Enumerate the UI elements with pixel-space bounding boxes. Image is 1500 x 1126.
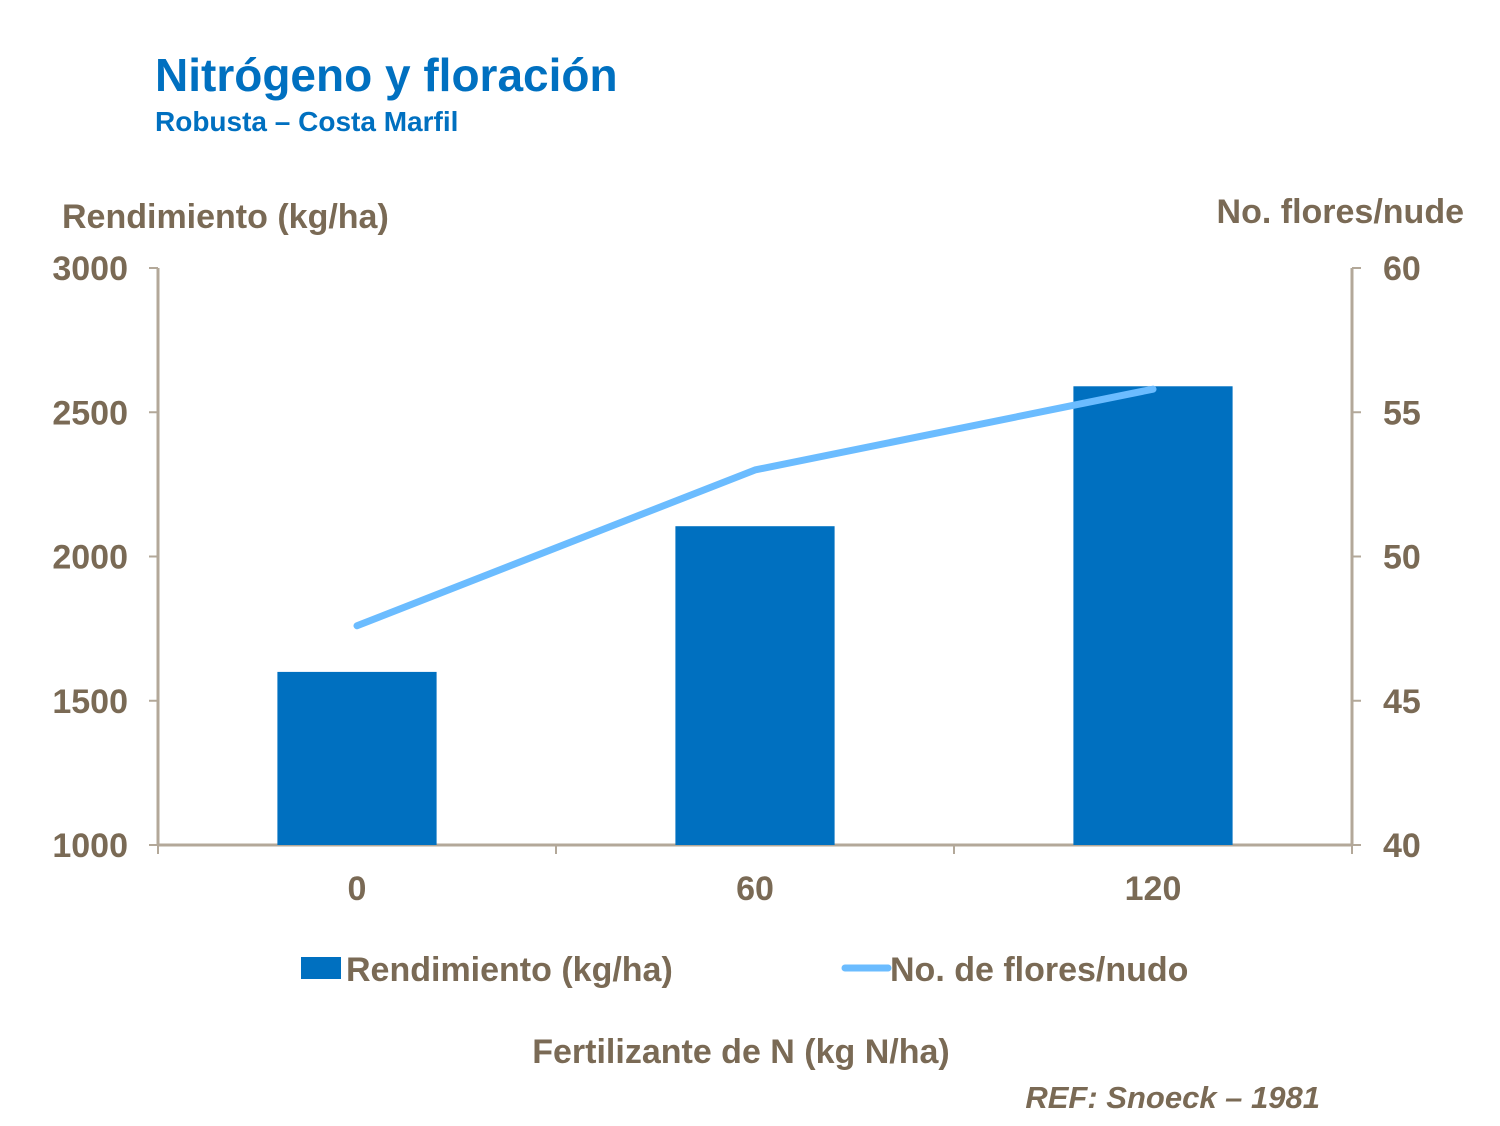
- x-tick-label: 120: [1125, 870, 1182, 908]
- x-axis-label: Fertilizante de N (kg N/ha): [532, 1033, 950, 1071]
- y-tick-label: 1500: [52, 683, 128, 721]
- y-axis-label: Rendimiento (kg/ha): [62, 198, 389, 236]
- line-series: [353, 385, 1157, 630]
- legend-bar-swatch: [301, 957, 341, 979]
- chart-title: Nitrógeno y floración: [155, 49, 618, 101]
- legend-line-label: No. de flores/nudo: [890, 951, 1188, 989]
- legend-bar-label: Rendimiento (kg/ha): [346, 951, 673, 989]
- reference-note: REF: Snoeck – 1981: [1025, 1080, 1320, 1115]
- y-tick-label: 2000: [52, 539, 128, 577]
- y-tick-label: 3000: [52, 250, 128, 288]
- y2-tick-label: 55: [1383, 394, 1421, 432]
- bar: [277, 671, 437, 845]
- x-tick-label: 60: [736, 870, 774, 908]
- y2-tick-label: 40: [1383, 827, 1421, 865]
- bar: [675, 526, 835, 845]
- y2-axis-label: No. flores/nude: [1216, 193, 1464, 231]
- y2-tick-label: 60: [1383, 250, 1421, 288]
- y-tick-label: 2500: [52, 394, 128, 432]
- bar: [1073, 386, 1233, 845]
- y2-tick-label: 50: [1383, 539, 1421, 577]
- chart-subtitle: Robusta – Costa Marfil: [155, 106, 459, 137]
- y-tick-label: 1000: [52, 827, 128, 865]
- x-tick-label: 0: [348, 870, 367, 908]
- y2-tick-label: 45: [1383, 683, 1421, 721]
